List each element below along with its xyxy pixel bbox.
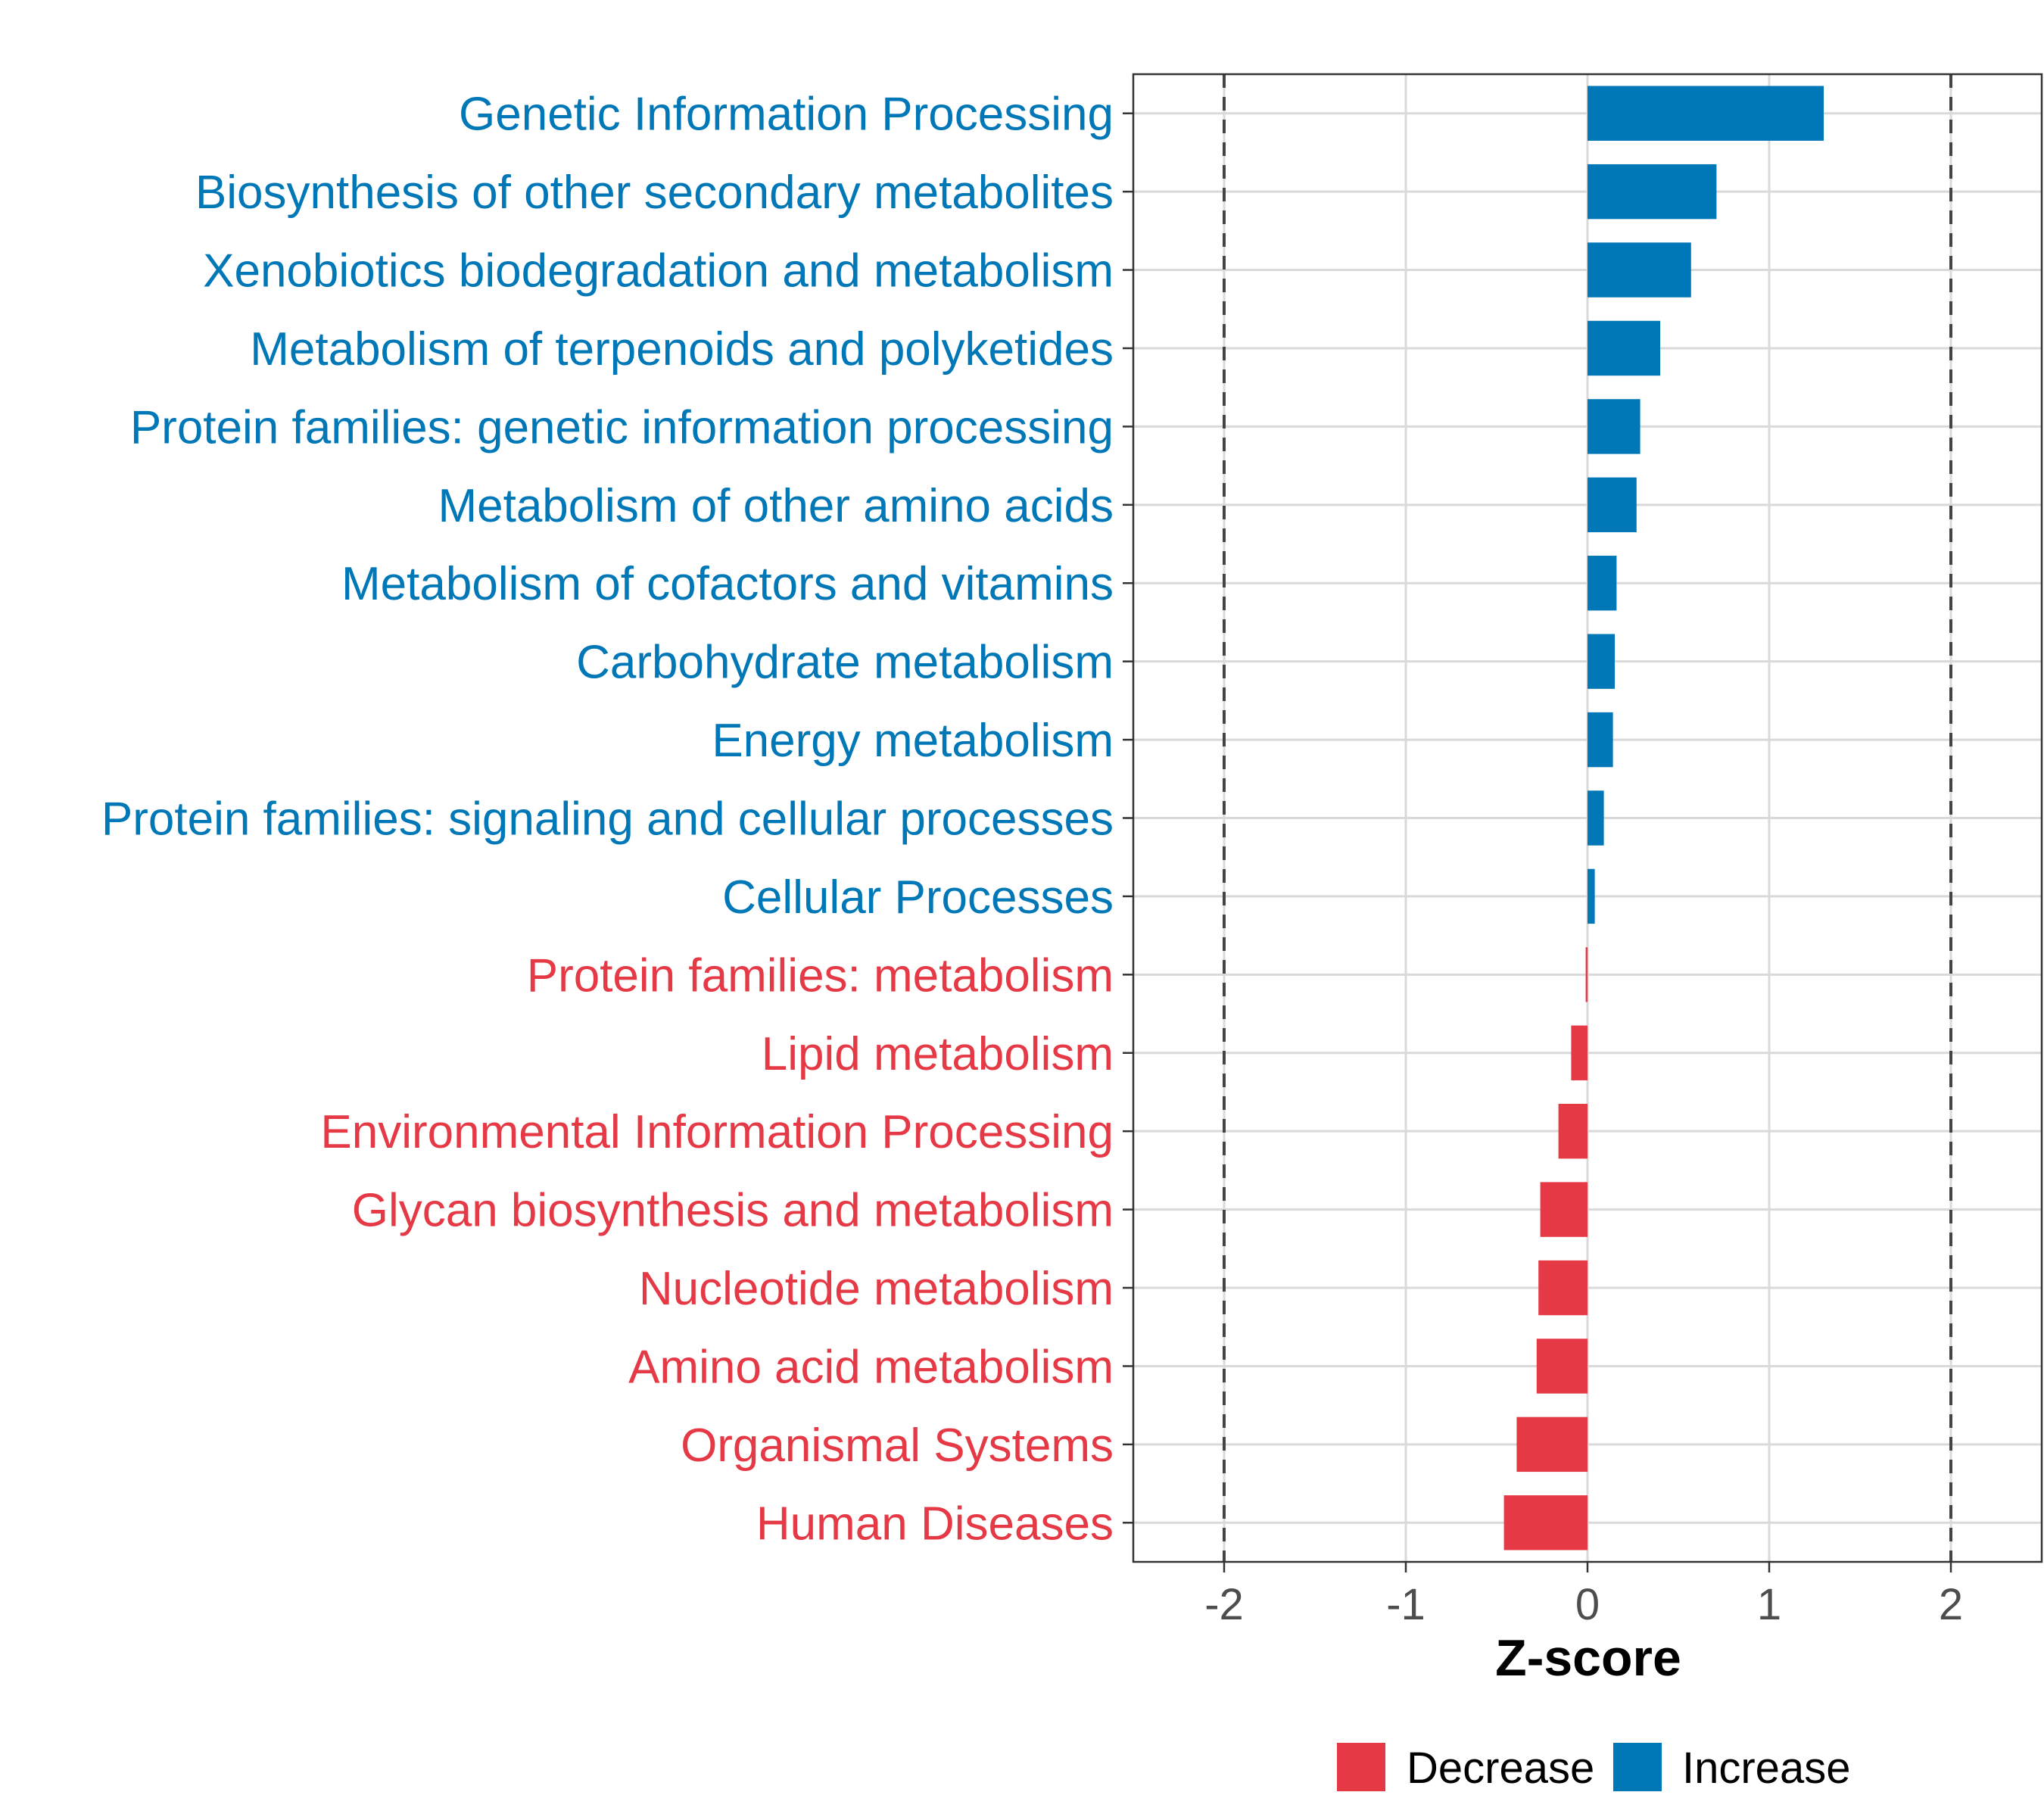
- y-tick-label: Environmental Information Processing: [320, 1106, 1114, 1158]
- y-tick-label: Metabolism of cofactors and vitamins: [341, 558, 1114, 610]
- x-tick-label: -1: [1386, 1580, 1426, 1629]
- y-tick-label: Cellular Processes: [722, 871, 1114, 924]
- bar: [1538, 1260, 1588, 1316]
- legend-swatch-increase: [1613, 1743, 1662, 1791]
- x-tick-label: 0: [1575, 1580, 1600, 1629]
- y-tick-label: Metabolism of terpenoids and polyketides: [250, 323, 1114, 376]
- bar: [1588, 477, 1637, 533]
- x-tick-label: -2: [1204, 1580, 1244, 1629]
- bar: [1588, 712, 1613, 768]
- legend-label-decrease: Decrease: [1407, 1744, 1594, 1793]
- y-tick-label: Organismal Systems: [681, 1420, 1114, 1472]
- legend-label-increase: Increase: [1682, 1744, 1850, 1793]
- bars: [1503, 86, 1824, 1551]
- y-axis-labels: Genetic Information Processing Biosynthes…: [101, 89, 1114, 1551]
- y-tick-label: Protein families: metabolism: [527, 949, 1114, 1002]
- legend: Decrease Increase: [1337, 1743, 1850, 1793]
- x-tick-label: 2: [1939, 1580, 1963, 1629]
- bar: [1588, 868, 1595, 924]
- y-tick-label: Metabolism of other amino acids: [438, 480, 1114, 532]
- bar: [1503, 1495, 1588, 1551]
- y-tick-label: Protein families: signaling and cellular…: [101, 793, 1114, 846]
- y-axis-ticks: [1123, 112, 1133, 1524]
- x-tick-label: 1: [1757, 1580, 1781, 1629]
- legend-swatch-decrease: [1337, 1743, 1385, 1791]
- x-axis-title: Z-score: [1495, 1629, 1681, 1687]
- bar: [1571, 1025, 1588, 1080]
- y-tick-label: Amino acid metabolism: [628, 1341, 1114, 1393]
- bar: [1536, 1339, 1588, 1394]
- bar: [1516, 1417, 1588, 1473]
- y-tick-label: Xenobiotics biodegradation and metabolis…: [203, 245, 1114, 298]
- y-tick-label: Energy metabolism: [712, 715, 1114, 767]
- bar: [1588, 399, 1640, 454]
- bar: [1588, 242, 1691, 298]
- y-tick-label: Human Diseases: [756, 1498, 1114, 1550]
- bar: [1588, 86, 1824, 141]
- bar: [1588, 790, 1604, 846]
- y-tick-label: Glycan biosynthesis and metabolism: [352, 1185, 1114, 1237]
- bar: [1588, 634, 1615, 689]
- reference-lines: [1223, 74, 1952, 1562]
- bar: [1588, 556, 1617, 611]
- bar: [1558, 1103, 1588, 1159]
- x-axis-ticks: -2 -1 0 1 2: [1204, 1562, 1963, 1629]
- y-tick-label: Protein families: genetic information pr…: [130, 401, 1114, 453]
- bar: [1540, 1182, 1588, 1237]
- y-tick-label: Biosynthesis of other secondary metaboli…: [195, 167, 1114, 219]
- bar: [1588, 320, 1660, 376]
- y-tick-label: Carbohydrate metabolism: [576, 637, 1114, 689]
- bar: [1588, 164, 1717, 220]
- y-tick-label: Genetic Information Processing: [459, 89, 1114, 141]
- y-tick-label: Lipid metabolism: [762, 1028, 1114, 1080]
- y-tick-label: Nucleotide metabolism: [639, 1263, 1114, 1315]
- bar: [1585, 947, 1588, 1002]
